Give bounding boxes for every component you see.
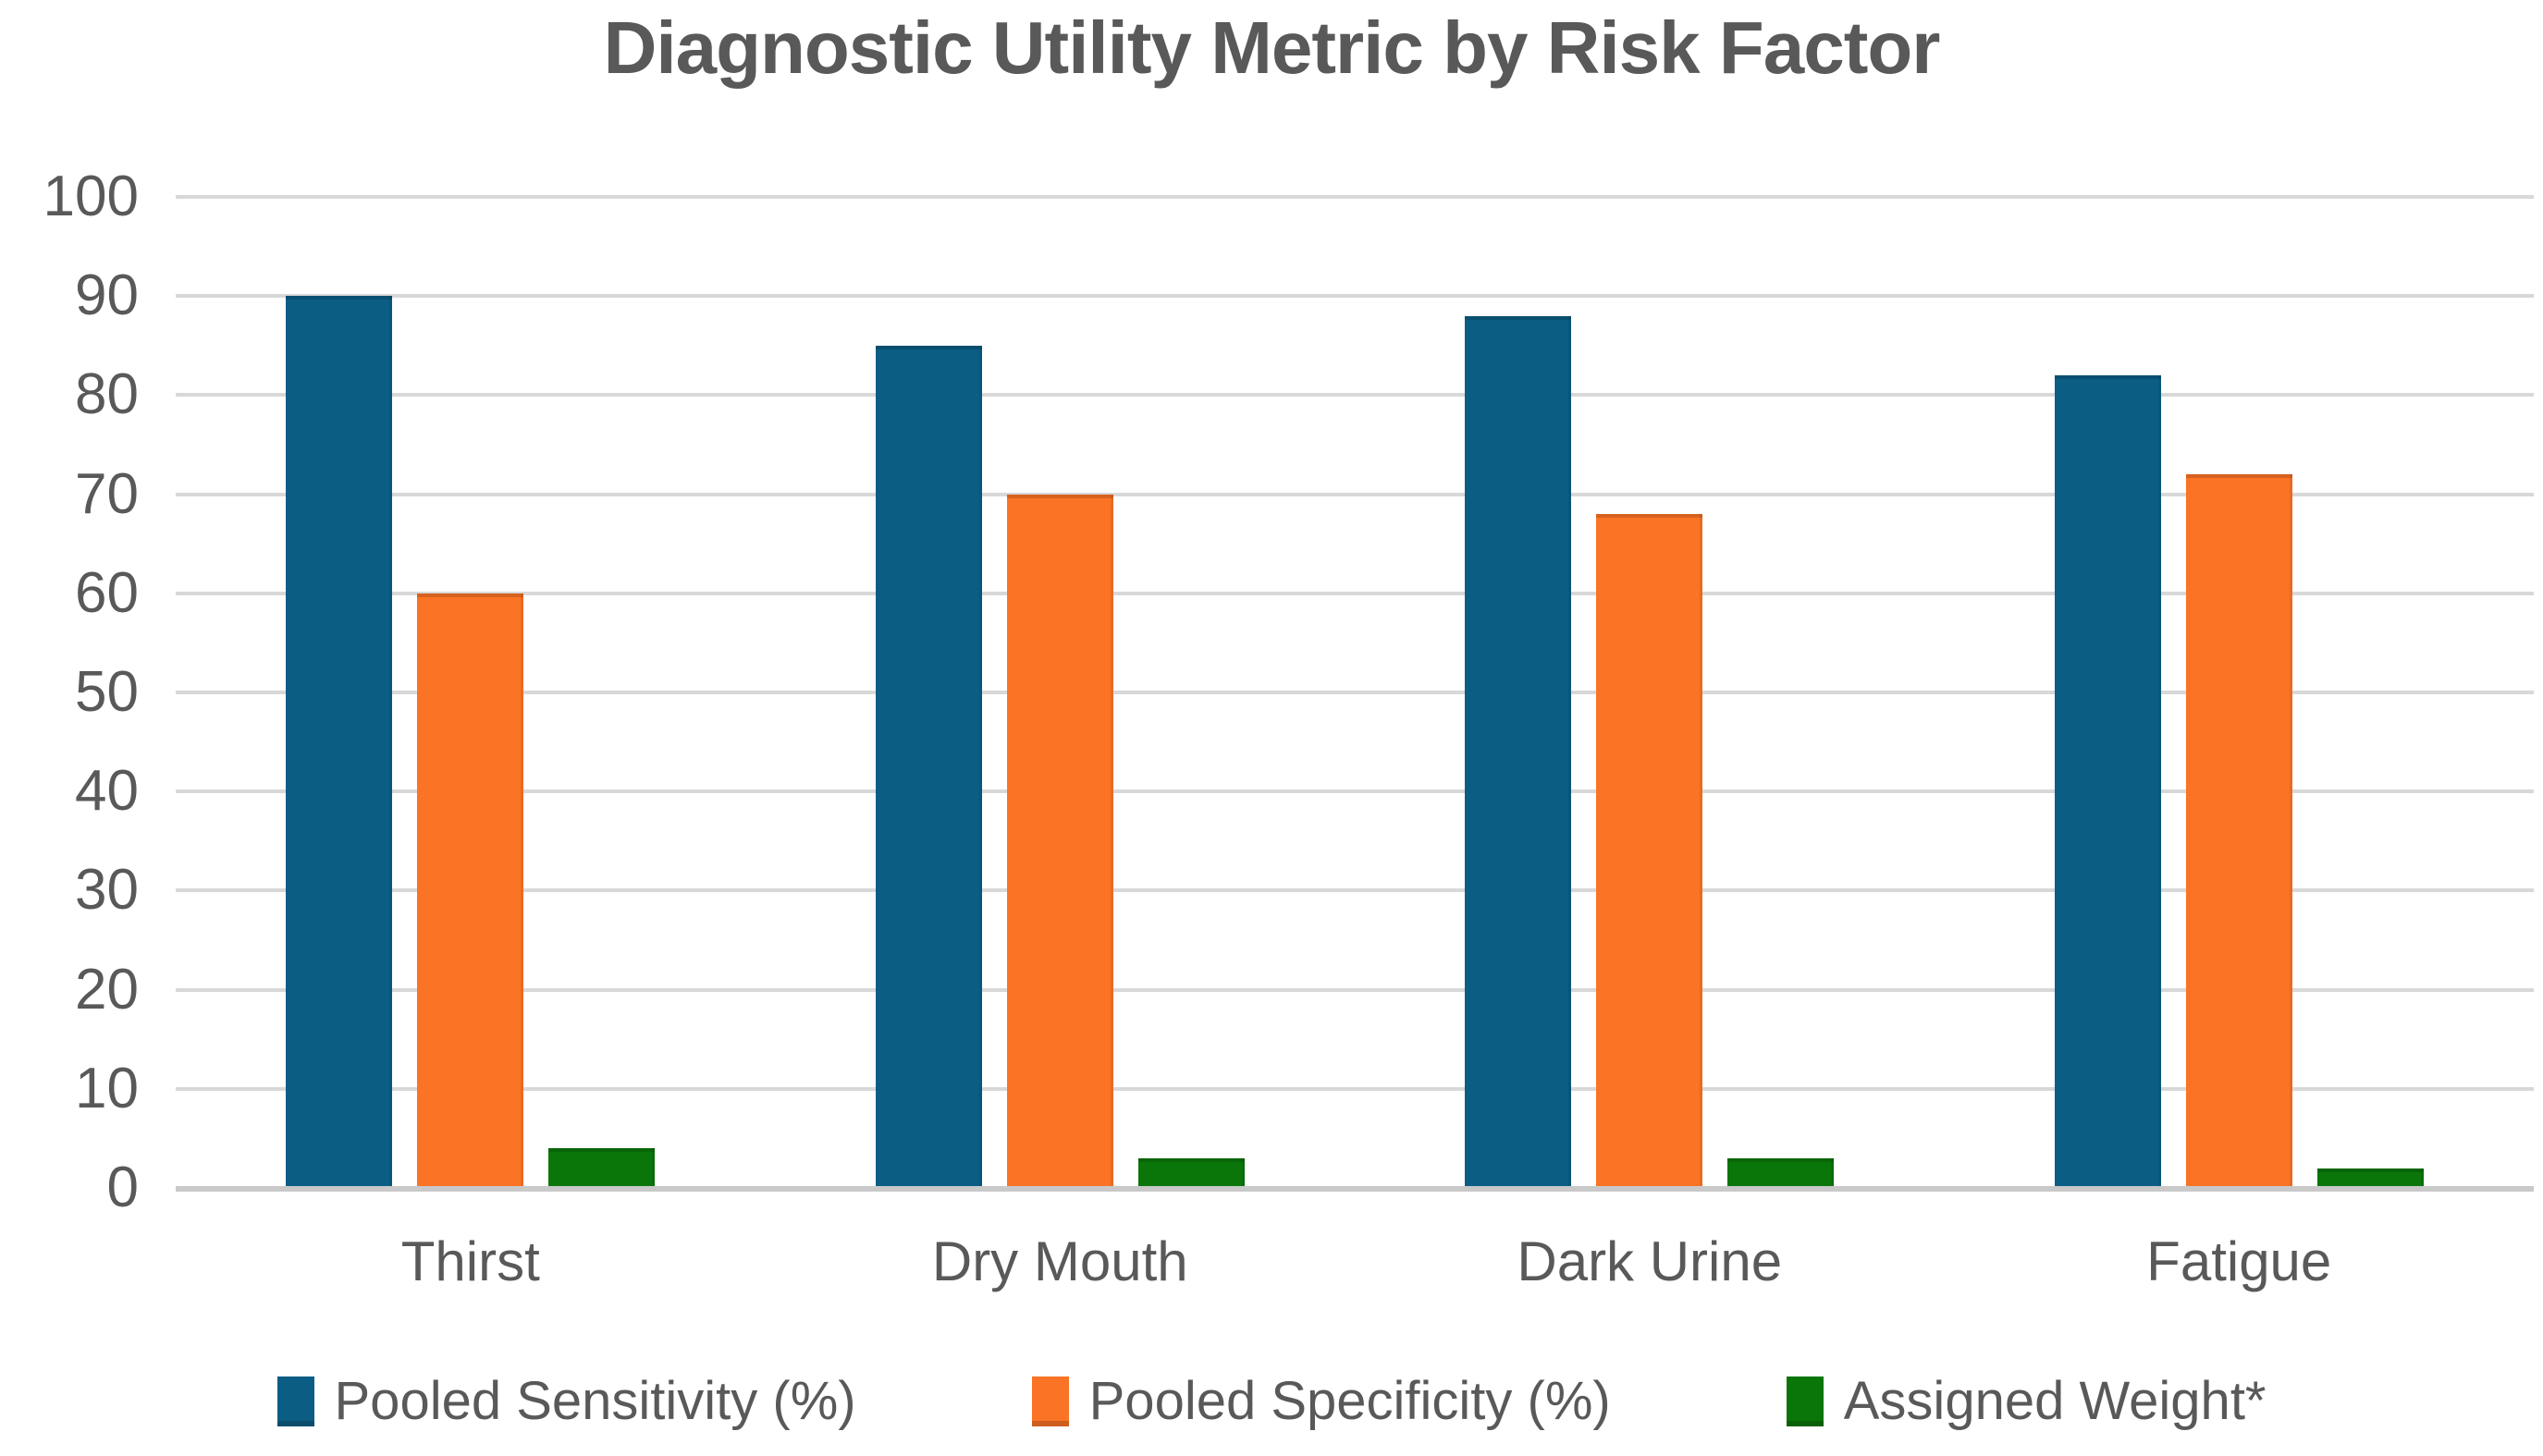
legend-label: Assigned Weight*: [1843, 1371, 2267, 1431]
gridline-50: [176, 691, 2534, 694]
bar-pooled-specificity-dark-urine: [1596, 514, 1703, 1188]
bar-groups: [176, 197, 2534, 1188]
x-axis-label-dry-mouth: Dry Mouth: [931, 1230, 1188, 1292]
y-tick-label-80: 80: [75, 362, 139, 427]
gridline-10: [176, 1086, 2534, 1091]
bar-assigned-weight-thirst: [548, 1148, 656, 1188]
bar-pooled-sensitivity-thirst: [286, 296, 393, 1188]
y-tick-label-0: 0: [106, 1156, 139, 1219]
bar-group-fatigue: [1945, 197, 2535, 1188]
x-axis-label-dark-urine: Dark Urine: [1517, 1230, 1783, 1292]
legend-marker-icon: [1031, 1376, 1069, 1426]
gridline-40: [176, 789, 2534, 794]
y-tick-label-30: 30: [75, 858, 139, 923]
bar-pooled-sensitivity-dry-mouth: [875, 345, 982, 1188]
y-axis: 100 90 80 70 60 50 40 30 20 10 0: [0, 168, 139, 1217]
bar-assigned-weight-fatigue: [2316, 1168, 2424, 1188]
bar-pooled-sensitivity-dark-urine: [1465, 315, 1572, 1188]
x-axis: Thirst Dry Mouth Dark Urine Fatigue: [176, 1230, 2534, 1294]
bar-group-dry-mouth: [766, 197, 1356, 1188]
y-tick-label-60: 60: [75, 560, 139, 625]
y-tick-label-90: 90: [75, 263, 139, 328]
gridline-90: [176, 294, 2534, 299]
x-axis-label-fatigue: Fatigue: [2146, 1230, 2332, 1292]
plot-area: [176, 195, 2534, 1192]
y-tick-label-40: 40: [75, 759, 139, 824]
bar-pooled-specificity-dry-mouth: [1006, 494, 1113, 1188]
bar-assigned-weight-dry-mouth: [1137, 1157, 1245, 1188]
legend-item-assigned-weight: Assigned Weight*: [1786, 1370, 2267, 1432]
gridline-30: [176, 888, 2534, 893]
x-axis-label-thirst: Thirst: [400, 1230, 540, 1292]
legend-item-pooled-sensitivity: Pooled Sensitivity (%): [276, 1370, 856, 1432]
gridline-100: [176, 195, 2534, 199]
y-tick-label-100: 100: [43, 165, 139, 228]
bar-group-thirst: [176, 197, 766, 1188]
y-tick-label-10: 10: [75, 1056, 139, 1120]
legend-marker-icon: [276, 1376, 314, 1426]
gridline-0: [176, 1186, 2534, 1192]
chart-title: Diagnostic Utility Metric by Risk Factor: [603, 6, 1941, 89]
gridline-60: [176, 591, 2534, 595]
bar-group-dark-urine: [1355, 197, 1945, 1188]
gridline-20: [176, 987, 2534, 992]
gridline-80: [176, 393, 2534, 398]
legend-label: Pooled Specificity (%): [1088, 1371, 1611, 1431]
bar-pooled-specificity-thirst: [417, 593, 524, 1188]
bar-pooled-specificity-fatigue: [2185, 474, 2292, 1188]
legend-marker-icon: [1786, 1376, 1824, 1426]
bar-pooled-sensitivity-fatigue: [2054, 374, 2161, 1188]
legend: Pooled Sensitivity (%) Pooled Specificity…: [0, 1370, 2543, 1432]
bar-assigned-weight-dark-urine: [1727, 1157, 1835, 1188]
legend-item-pooled-specificity: Pooled Specificity (%): [1031, 1370, 1611, 1432]
y-tick-label-70: 70: [75, 461, 139, 526]
gridline-70: [176, 492, 2534, 496]
y-tick-label-50: 50: [75, 660, 139, 724]
legend-label: Pooled Sensitivity (%): [334, 1371, 856, 1431]
y-tick-label-20: 20: [75, 957, 139, 1022]
